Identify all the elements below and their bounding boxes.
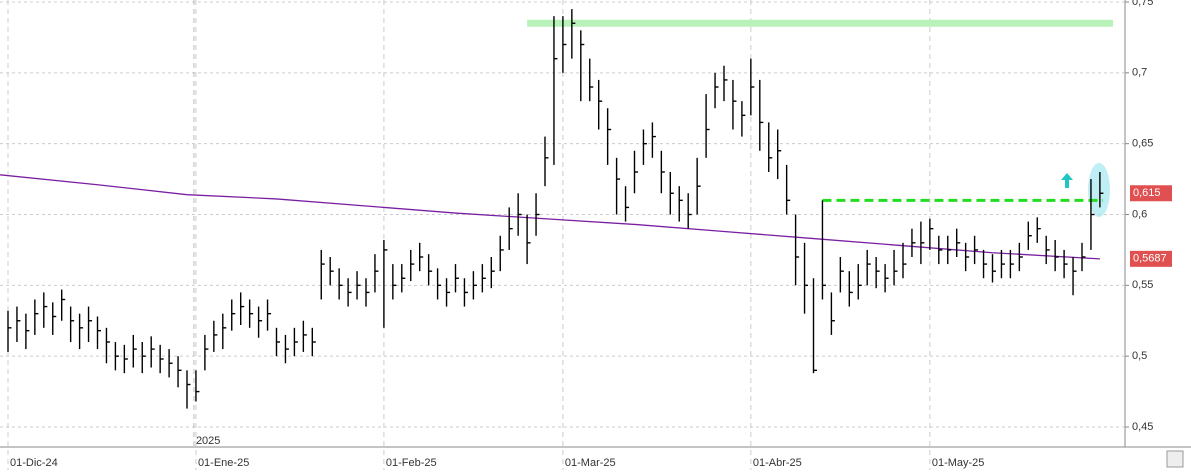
x-tick-label: 01-Feb-25 [386,457,437,469]
price-tag-label: 0,615 [1133,187,1161,199]
x-tick-label: 01-Dic-24 [10,457,58,469]
y-tick-label: 0,75 [1132,0,1153,8]
x-tick-label: 01-Ene-25 [198,457,249,469]
price-tag [1130,250,1172,267]
price-tag-label: 0,5687 [1133,253,1167,265]
x-tick-label: 01-Mar-25 [565,457,616,469]
y-tick-label: 0,7 [1132,67,1147,79]
x-tick-label: 01-Abr-25 [753,457,802,469]
price-tag [1130,185,1172,202]
settings-button[interactable] [1166,450,1184,468]
y-tick-label: 0,55 [1132,279,1153,291]
y-tick-label: 0,6 [1132,208,1147,220]
highlight-ellipse [1088,163,1110,217]
y-tick-label: 0,45 [1132,421,1153,433]
y-tick-label: 0,65 [1132,138,1153,150]
y-tick-label: 0,5 [1132,350,1147,362]
year-label: 2025 [196,435,220,447]
x-tick-label: 01-May-25 [932,457,985,469]
up-arrow [1061,173,1073,188]
